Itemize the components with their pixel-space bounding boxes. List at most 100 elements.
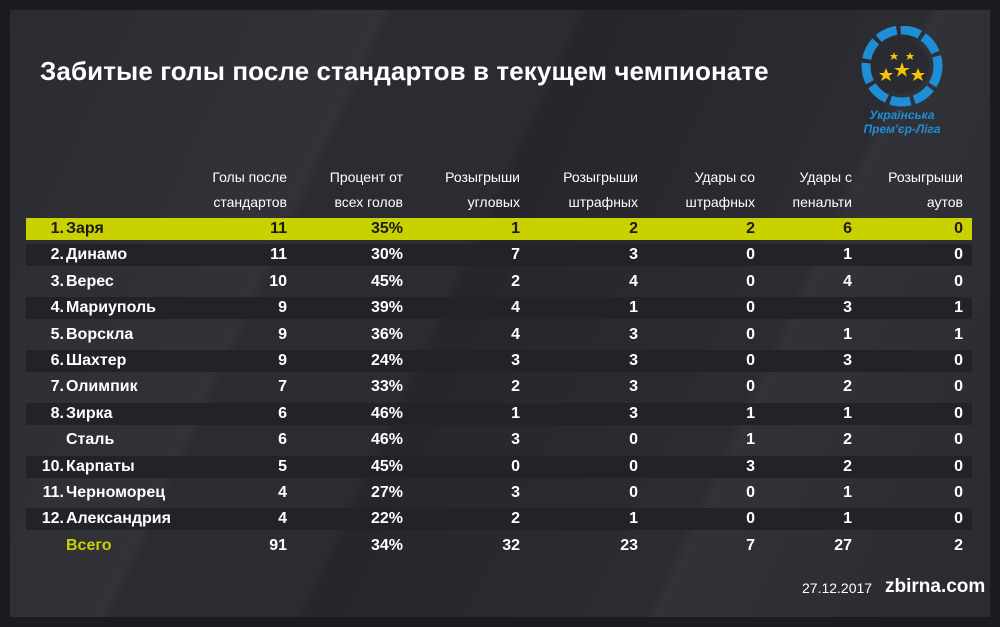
team-cell: Александрия xyxy=(66,510,171,528)
rank-cell: 11. xyxy=(42,484,64,501)
table-row: 4. Мариуполь 9 39% 4 1 0 3 1 xyxy=(26,297,972,320)
value-cell: 0 xyxy=(511,457,520,475)
value-cell: 2 xyxy=(954,536,963,554)
value-cell: 35% xyxy=(370,220,403,237)
rank-cell: 12. xyxy=(41,510,64,528)
value-cell: 1 xyxy=(746,431,755,449)
team-cell: Черноморец xyxy=(66,484,166,501)
value-cell: 4 xyxy=(511,299,520,317)
value-cell: 32 xyxy=(502,536,520,554)
value-cell: 1 xyxy=(629,299,638,317)
value-cell: 30% xyxy=(370,246,403,264)
column-header-6: Удары с пенальти xyxy=(712,165,853,215)
value-cell: 2 xyxy=(843,431,852,449)
value-cell: 2 xyxy=(843,457,852,475)
value-cell: 0 xyxy=(746,484,755,501)
rank-cell xyxy=(26,429,64,451)
value-cell: 33% xyxy=(370,378,403,396)
team-cell: Мариуполь xyxy=(66,299,156,317)
frame-top xyxy=(0,0,1000,10)
value-cell: 4 xyxy=(511,325,520,343)
value-cell: 0 xyxy=(954,404,963,422)
value-cell: 1 xyxy=(843,246,852,264)
column-header-line2: штрафных xyxy=(685,194,755,210)
value-cell: 6 xyxy=(843,220,852,237)
table-row: 7. Олимпик 7 33% 2 3 0 2 0 xyxy=(26,376,972,398)
column-header-5: Удары со штрафных xyxy=(615,165,755,215)
value-cell: 9 xyxy=(278,325,287,343)
value-cell: 5 xyxy=(278,457,287,475)
column-header-line2: угловых xyxy=(467,194,520,210)
value-cell: 0 xyxy=(746,325,755,343)
column-header-7: Розыгрыши аутов xyxy=(823,165,963,215)
value-cell: 27% xyxy=(370,484,403,501)
value-cell: 1 xyxy=(629,510,638,528)
value-cell: 0 xyxy=(954,246,963,264)
column-header-line1: Удары с xyxy=(799,169,853,185)
value-cell: 3 xyxy=(629,246,638,264)
table-row: 2. Динамо 11 30% 7 3 0 1 0 xyxy=(26,244,972,267)
table-row: 1. Заря 11 35% 1 2 2 6 0 xyxy=(26,218,972,240)
column-header-line2: всех голов xyxy=(334,194,403,210)
value-cell: 3 xyxy=(843,352,852,369)
page-title: Забитые голы после стандартов в текущем … xyxy=(40,56,769,86)
logo-text-line2: Прем'єр-Ліга xyxy=(863,122,941,136)
value-cell: 7 xyxy=(278,378,287,396)
table-row: Сталь 6 46% 3 0 1 2 0 xyxy=(26,429,972,451)
team-cell: Заря xyxy=(66,220,104,237)
value-cell: 2 xyxy=(511,378,520,396)
value-cell: 1 xyxy=(511,220,520,237)
value-cell: 0 xyxy=(954,352,963,369)
column-header-line1: Розыгрыши xyxy=(563,169,638,185)
value-cell: 4 xyxy=(278,510,287,528)
frame-right xyxy=(990,0,1000,627)
value-cell: 3 xyxy=(746,457,755,475)
value-cell: 2 xyxy=(629,220,638,237)
table-row: 12. Александрия 4 22% 2 1 0 1 0 xyxy=(26,508,972,531)
rank-cell: 2. xyxy=(50,246,64,264)
frame-left xyxy=(0,0,10,627)
column-header-1: Голы после стандартов xyxy=(147,165,287,215)
value-cell: 4 xyxy=(278,484,287,501)
rank-cell: 10. xyxy=(41,457,64,475)
league-logo: Українська Прем'єр-Ліга xyxy=(856,26,948,136)
value-cell: 9 xyxy=(278,352,287,369)
value-cell: 24% xyxy=(370,352,403,369)
frame-bottom xyxy=(0,617,1000,627)
value-cell: 1 xyxy=(746,404,755,422)
value-cell: 0 xyxy=(954,378,963,396)
rank-cell: 8. xyxy=(50,404,64,422)
value-cell: 1 xyxy=(843,404,852,422)
value-cell: 1 xyxy=(843,325,852,343)
column-header-line1: Розыгрыши xyxy=(888,169,963,185)
value-cell: 1 xyxy=(843,510,852,528)
rank-cell: 4. xyxy=(50,299,64,317)
column-header-line2: пенальти xyxy=(792,194,853,210)
value-cell: 0 xyxy=(746,352,755,369)
team-cell: Динамо xyxy=(66,246,128,264)
rank-cell: 3. xyxy=(50,272,64,290)
table-row: 3. Верес 10 45% 2 4 0 4 0 xyxy=(26,271,972,293)
value-cell: 7 xyxy=(746,536,755,554)
value-cell: 34% xyxy=(370,536,403,554)
value-cell: 39% xyxy=(370,299,403,317)
value-cell: 11 xyxy=(270,246,287,264)
value-cell: 0 xyxy=(629,431,638,449)
rank-cell: 1. xyxy=(50,220,64,237)
team-cell: Карпаты xyxy=(66,457,135,475)
value-cell: 0 xyxy=(746,299,755,317)
value-cell: 22% xyxy=(370,510,403,528)
brand-label: zbirna.com xyxy=(885,576,986,597)
column-header-line2: штрафных xyxy=(568,194,638,210)
value-cell: 6 xyxy=(278,404,287,422)
team-cell: Ворскла xyxy=(66,325,134,343)
value-cell: 46% xyxy=(370,404,403,422)
column-header-4: Розыгрыши штрафных xyxy=(498,165,638,215)
table-row: Всего 91 34% 32 23 7 27 2 xyxy=(26,535,972,557)
value-cell: 0 xyxy=(954,484,963,501)
value-cell: 2 xyxy=(511,272,520,290)
value-cell: 3 xyxy=(843,299,852,317)
value-cell: 4 xyxy=(843,272,852,290)
column-header-3: Розыгрыши угловых xyxy=(380,165,520,215)
value-cell: 3 xyxy=(629,404,638,422)
